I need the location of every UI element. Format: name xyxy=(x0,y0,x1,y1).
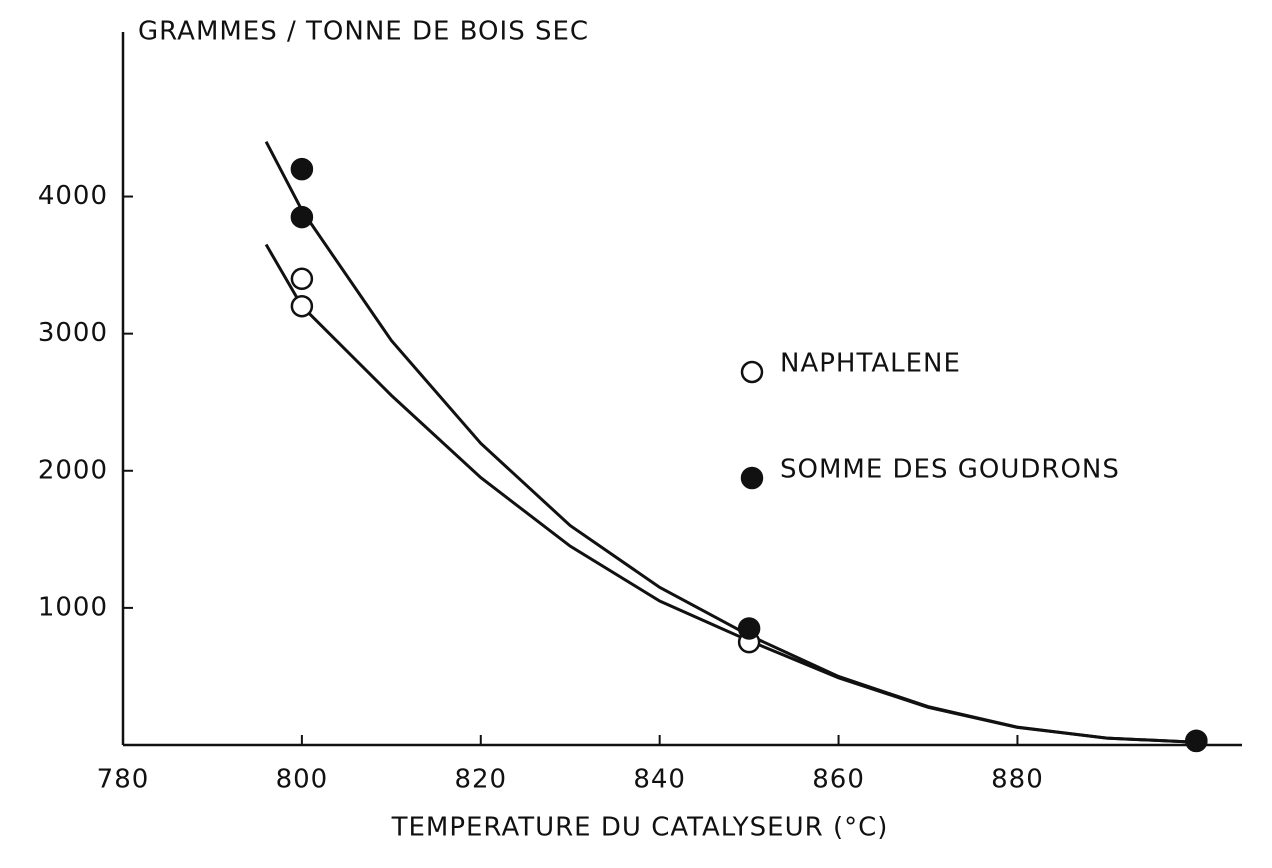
chart-title: GRAMMES / TONNE DE BOIS SEC xyxy=(138,17,589,47)
x-tick-label: 860 xyxy=(812,765,865,795)
data-point xyxy=(737,617,761,640)
x-tick-label: 800 xyxy=(276,765,329,795)
legend-label: SOMME DES GOUDRONS xyxy=(780,455,1120,485)
data-point xyxy=(290,205,314,229)
data-point xyxy=(290,157,314,181)
x-axis-label: TEMPERATURE DU CATALYSEUR (°C) xyxy=(391,813,889,843)
y-tick-label: 1000 xyxy=(38,592,108,622)
y-tick-label: 2000 xyxy=(38,455,108,485)
x-tick-label: 820 xyxy=(454,765,507,795)
data-point xyxy=(1185,729,1208,753)
y-tick-label: 3000 xyxy=(38,318,108,348)
x-tick-label: 840 xyxy=(633,765,686,795)
data-point xyxy=(290,294,314,318)
legend-label: NAPHTALENE xyxy=(780,349,961,379)
fit-curve xyxy=(264,243,1197,744)
legend-marker xyxy=(740,466,764,490)
data-point xyxy=(290,267,314,291)
x-tick-label: 780 xyxy=(97,765,150,795)
legend-marker xyxy=(740,360,764,384)
x-tick-label: 880 xyxy=(991,765,1044,795)
y-tick-label: 4000 xyxy=(38,181,108,211)
fit-curve xyxy=(264,140,1197,744)
